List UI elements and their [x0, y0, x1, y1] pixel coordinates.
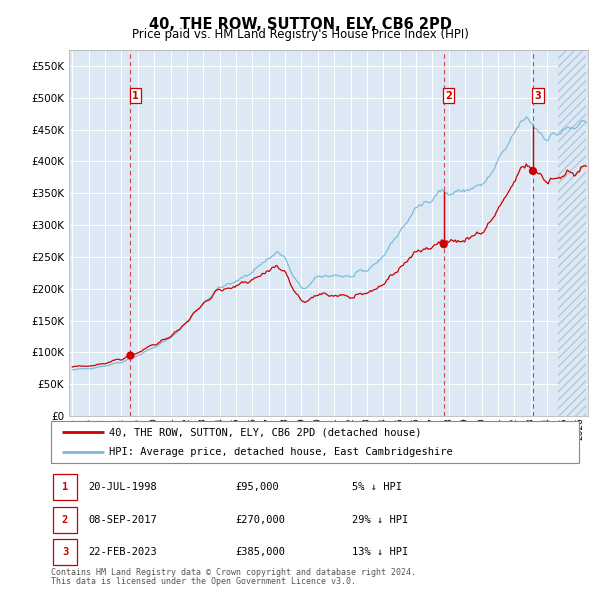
- Text: 13% ↓ HPI: 13% ↓ HPI: [352, 548, 408, 557]
- Text: 1: 1: [62, 483, 68, 492]
- Text: 29% ↓ HPI: 29% ↓ HPI: [352, 515, 408, 525]
- Text: £270,000: £270,000: [236, 515, 286, 525]
- Text: 40, THE ROW, SUTTON, ELY, CB6 2PD: 40, THE ROW, SUTTON, ELY, CB6 2PD: [149, 17, 451, 31]
- Text: £385,000: £385,000: [236, 548, 286, 557]
- Text: £95,000: £95,000: [236, 483, 280, 492]
- Bar: [53, 539, 77, 565]
- Text: 5% ↓ HPI: 5% ↓ HPI: [352, 483, 402, 492]
- Text: Contains HM Land Registry data © Crown copyright and database right 2024.: Contains HM Land Registry data © Crown c…: [51, 568, 416, 577]
- Text: 08-SEP-2017: 08-SEP-2017: [88, 515, 157, 525]
- Text: 2: 2: [62, 515, 68, 525]
- Text: 40, THE ROW, SUTTON, ELY, CB6 2PD (detached house): 40, THE ROW, SUTTON, ELY, CB6 2PD (detac…: [109, 427, 422, 437]
- Text: Price paid vs. HM Land Registry's House Price Index (HPI): Price paid vs. HM Land Registry's House …: [131, 28, 469, 41]
- Text: This data is licensed under the Open Government Licence v3.0.: This data is licensed under the Open Gov…: [51, 577, 356, 586]
- Text: 22-FEB-2023: 22-FEB-2023: [88, 548, 157, 557]
- Text: 3: 3: [535, 91, 541, 101]
- Bar: [53, 507, 77, 533]
- Text: 1: 1: [132, 91, 139, 101]
- Point: [125, 351, 135, 360]
- Text: HPI: Average price, detached house, East Cambridgeshire: HPI: Average price, detached house, East…: [109, 447, 453, 457]
- Point: [439, 240, 449, 249]
- Text: 3: 3: [62, 548, 68, 557]
- Bar: [53, 474, 77, 500]
- Text: 20-JUL-1998: 20-JUL-1998: [88, 483, 157, 492]
- Point: [528, 166, 538, 176]
- Text: 2: 2: [445, 91, 452, 101]
